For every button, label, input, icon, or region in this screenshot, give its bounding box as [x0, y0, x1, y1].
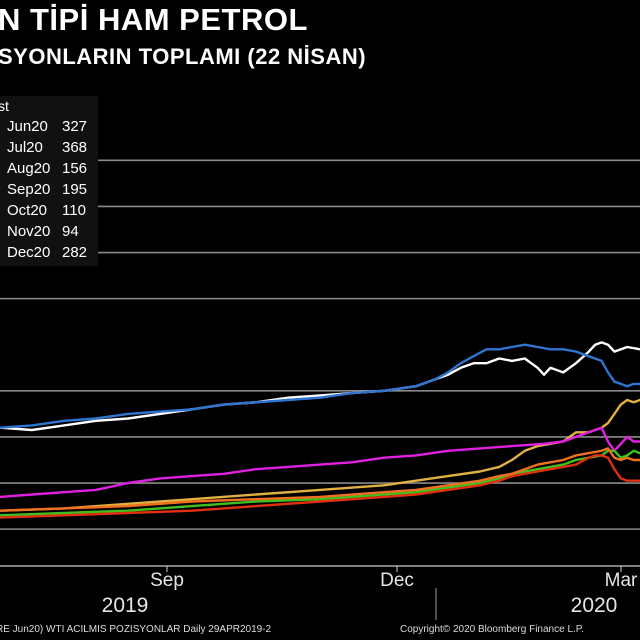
legend-box: st Jun20 327 Jul20 368 Aug20 156 Sep20 195 O… — [0, 96, 98, 266]
legend-item-sep20: Sep20 195 — [7, 181, 87, 198]
chart-subtitle: SYONLARIN TOPLAMI (22 NİSAN) — [0, 44, 367, 69]
legend-label: Oct20 — [7, 202, 48, 219]
legend-value: 94 — [62, 223, 79, 240]
series-line-nov20 — [0, 454, 640, 519]
legend-item-oct20: Oct20 110 — [7, 202, 86, 219]
legend-value: 110 — [62, 202, 86, 219]
legend-item-aug20: Aug20 156 — [7, 160, 87, 177]
legend-item-jun20: Jun20 327 — [7, 118, 87, 135]
series-line-jul20 — [0, 343, 640, 429]
legend-header: st — [0, 98, 9, 114]
series-line-oct20 — [0, 449, 640, 517]
footer: RE Jun20) WTI ACILMIS POZISYONLAR Daily … — [0, 622, 640, 640]
year-label: 2019 — [102, 594, 149, 617]
chart-title: N TİPİ HAM PETROL — [0, 2, 308, 37]
legend-label: Jul20 — [7, 139, 43, 156]
legend-value: 195 — [62, 181, 88, 198]
legend-value: 327 — [62, 118, 88, 135]
legend-item-nov20: Nov20 94 — [7, 223, 79, 240]
legend-value: 368 — [62, 139, 88, 156]
legend-value: 282 — [62, 244, 88, 261]
series-line-dec20 — [0, 447, 640, 512]
series-line-sep20 — [0, 426, 640, 499]
footer-source: RE Jun20) WTI ACILMIS POZISYONLAR Daily … — [0, 624, 272, 635]
legend-item-jul20: Jul20 368 — [7, 139, 87, 156]
legend-label: Nov20 — [7, 223, 51, 240]
legend-label: Jun20 — [7, 118, 48, 135]
series-line-jun20 — [0, 341, 640, 432]
year-label: 2020 — [571, 594, 618, 617]
legend-item-dec20: Dec20 282 — [7, 244, 87, 261]
x-tick-label: Mar — [605, 570, 638, 591]
x-tick-label: Sep — [150, 570, 184, 591]
legend-label: Dec20 — [7, 244, 51, 261]
footer-copyright: Copyright© 2020 Bloomberg Finance L.P. — [400, 624, 584, 635]
x-tick-label: Dec — [380, 570, 414, 591]
legend-value: 156 — [62, 160, 88, 177]
legend-label: Aug20 — [7, 160, 51, 177]
legend-label: Sep20 — [7, 181, 51, 198]
series-line-aug20 — [0, 398, 640, 512]
